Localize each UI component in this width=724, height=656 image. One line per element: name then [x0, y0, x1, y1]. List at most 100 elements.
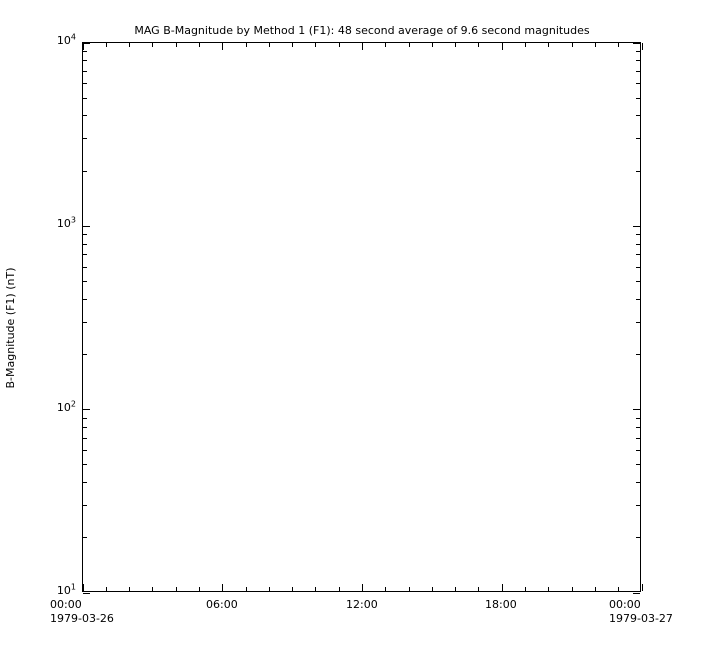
y-tick-minor-right: [636, 298, 640, 300]
y-tick-minor: [83, 417, 87, 419]
x-tick-time: 12:00: [346, 598, 378, 611]
x-tick-time: 00:00: [50, 598, 82, 611]
y-tick-major: [83, 225, 90, 227]
y-tick-minor-right: [636, 437, 640, 439]
y-tick-minor-right: [636, 464, 640, 466]
x-axis-tick-labels: 00:00 1979-03-26 06:00 12:00 18:00 00:00 1979-…: [0, 598, 724, 638]
y-tick-minor-right: [636, 115, 640, 117]
x-tick-time: 18:00: [485, 598, 517, 611]
y-tick-label: 101: [56, 582, 76, 597]
y-tick-minor: [83, 138, 87, 140]
y-tick-minor-right: [636, 83, 640, 85]
y-tick-minor-right: [636, 426, 640, 428]
x-tick-minor: [315, 587, 317, 591]
x-tick-minor: [548, 587, 550, 591]
x-tick-minor-top: [245, 43, 247, 47]
x-tick-minor-top: [175, 43, 177, 47]
x-tick-minor: [338, 587, 340, 591]
y-tick-major: [83, 42, 90, 44]
y-tick-minor: [83, 115, 87, 117]
y-tick-minor-right: [636, 50, 640, 52]
x-tick-minor-top: [478, 43, 480, 47]
x-tick-minor: [292, 587, 294, 591]
y-tick-minor: [83, 254, 87, 256]
x-tick-minor: [245, 587, 247, 591]
x-tick-minor-top: [315, 43, 317, 47]
y-tick-minor: [83, 321, 87, 323]
x-tick-minor-top: [548, 43, 550, 47]
y-tick-minor: [83, 266, 87, 268]
y-tick-minor-right: [636, 97, 640, 99]
x-tick-major: [362, 584, 363, 591]
y-tick-minor: [83, 426, 87, 428]
x-tick-minor-top: [594, 43, 596, 47]
y-tick-exponent: 1: [70, 582, 76, 592]
x-tick-label: 18:00: [485, 598, 517, 612]
x-tick-major: [641, 584, 643, 591]
x-tick-minor-top: [198, 43, 200, 47]
y-tick-minor: [83, 298, 87, 300]
x-tick-minor: [455, 587, 457, 591]
x-tick-minor-top: [525, 43, 527, 47]
y-tick-major-right: [633, 225, 640, 227]
x-tick-date: 1979-03-26: [50, 612, 114, 625]
y-tick-minor-right: [636, 449, 640, 451]
y-tick-minor-right: [636, 417, 640, 419]
x-tick-minor-top: [431, 43, 433, 47]
y-tick-minor: [83, 505, 87, 507]
y-tick-major-right: [633, 592, 640, 594]
x-tick-minor: [105, 587, 107, 591]
y-tick-minor-right: [636, 254, 640, 256]
y-tick-minor: [83, 234, 87, 236]
x-tick-minor: [268, 587, 270, 591]
y-tick-label: 104: [56, 32, 76, 47]
x-tick-minor-top: [152, 43, 154, 47]
y-tick-minor-right: [636, 266, 640, 268]
y-tick-minor-right: [636, 70, 640, 72]
y-tick-major: [83, 409, 90, 411]
y-axis-tick-labels: 104 103 102 101: [0, 33, 76, 596]
x-tick-minor: [175, 587, 177, 591]
y-tick-minor: [83, 437, 87, 439]
y-tick-minor: [83, 537, 87, 539]
y-tick-minor-right: [636, 138, 640, 140]
y-tick-exponent: 4: [70, 32, 76, 42]
y-tick-minor: [83, 97, 87, 99]
x-tick-label: 00:00 1979-03-26: [50, 598, 114, 626]
x-tick-minor: [594, 587, 596, 591]
y-tick-mantissa: 10: [56, 34, 71, 47]
data-series-layer: [83, 43, 642, 593]
x-tick-minor-top: [455, 43, 457, 47]
y-tick-minor-right: [636, 60, 640, 62]
x-tick-major-top: [362, 43, 363, 50]
plot-area[interactable]: [82, 42, 643, 594]
x-tick-minor-top: [618, 43, 620, 47]
y-tick-minor-right: [636, 353, 640, 355]
y-tick-minor-right: [636, 281, 640, 283]
y-tick-minor-right: [636, 234, 640, 236]
x-tick-minor-top: [385, 43, 387, 47]
y-tick-minor: [83, 464, 87, 466]
y-tick-label: 103: [56, 216, 76, 231]
y-tick-minor: [83, 83, 87, 85]
x-tick-major-top: [222, 43, 224, 50]
y-tick-mantissa: 10: [56, 584, 71, 597]
x-tick-major: [222, 584, 224, 591]
x-tick-minor: [431, 587, 433, 591]
x-tick-time: 06:00: [206, 598, 238, 611]
x-tick-minor-top: [292, 43, 294, 47]
y-tick-minor-right: [636, 537, 640, 539]
y-tick-minor: [83, 60, 87, 62]
y-tick-label: 102: [56, 400, 76, 414]
y-tick-minor: [83, 353, 87, 355]
y-tick-minor: [83, 482, 87, 484]
y-tick-mantissa: 10: [56, 400, 71, 414]
x-tick-minor: [129, 587, 131, 591]
x-tick-major: [501, 584, 503, 591]
y-tick-major-right: [633, 42, 640, 44]
y-tick-mantissa: 10: [56, 217, 71, 231]
x-tick-minor: [385, 587, 387, 591]
x-tick-minor-top: [571, 43, 573, 47]
x-tick-minor-top: [129, 43, 131, 47]
x-tick-minor: [478, 587, 480, 591]
